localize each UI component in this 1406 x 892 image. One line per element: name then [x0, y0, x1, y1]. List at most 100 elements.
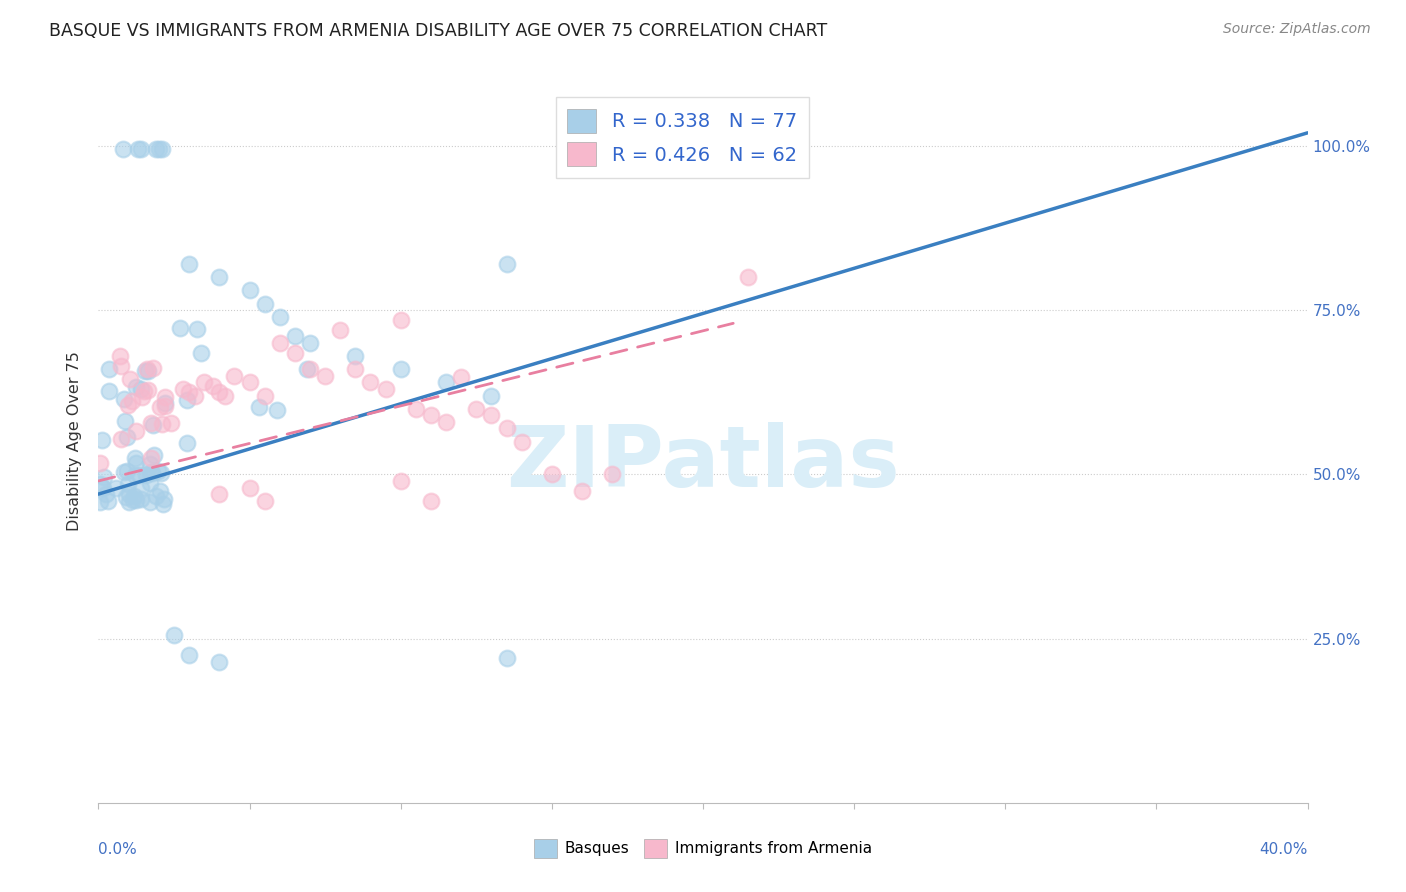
Point: [117, 430, 139, 444]
Point: [495, 651, 517, 665]
Point: [420, 409, 443, 423]
Point: [120, 372, 142, 386]
Point: [125, 493, 148, 508]
Point: [136, 364, 159, 378]
Point: [239, 284, 262, 298]
Point: [145, 142, 167, 156]
Point: [131, 390, 153, 404]
Point: [141, 466, 163, 480]
Point: [127, 142, 149, 156]
Point: [136, 383, 159, 397]
Point: [129, 142, 152, 156]
Point: [495, 257, 517, 271]
Point: [141, 451, 163, 466]
Point: [266, 403, 288, 417]
Point: [344, 362, 367, 376]
Point: [190, 346, 212, 360]
Y-axis label: Disability Age Over 75: Disability Age Over 75: [67, 351, 83, 532]
Point: [299, 362, 322, 376]
Point: [114, 414, 136, 428]
Point: [193, 376, 215, 390]
Point: [481, 388, 503, 402]
Point: [360, 376, 382, 390]
Point: [125, 424, 148, 438]
Point: [253, 388, 276, 402]
Point: [179, 257, 201, 271]
Point: [602, 467, 624, 482]
Point: [214, 388, 236, 402]
Point: [269, 310, 291, 324]
Point: [208, 655, 231, 669]
Point: [208, 487, 231, 501]
Point: [110, 359, 132, 373]
Point: [142, 448, 165, 462]
Point: [153, 400, 176, 414]
Point: [420, 493, 443, 508]
Point: [129, 491, 152, 506]
Point: [125, 380, 148, 394]
Point: [149, 483, 172, 498]
Point: [134, 384, 156, 399]
Point: [159, 416, 181, 430]
Point: [571, 483, 593, 498]
Point: [98, 384, 121, 398]
Point: [117, 398, 139, 412]
Point: [150, 417, 173, 431]
Point: [128, 467, 150, 482]
Text: Source: ZipAtlas.com: Source: ZipAtlas.com: [1223, 22, 1371, 37]
Point: [152, 491, 174, 506]
Point: [150, 466, 173, 480]
Point: [122, 492, 145, 507]
Point: [239, 481, 262, 495]
Point: [389, 313, 412, 327]
Point: [389, 362, 412, 376]
Point: [253, 296, 276, 310]
Point: [129, 382, 152, 396]
Point: [97, 494, 120, 508]
Point: [89, 477, 111, 491]
Legend: Basques, Immigrants from Armenia: Basques, Immigrants from Armenia: [527, 833, 879, 863]
Point: [299, 336, 322, 351]
Point: [124, 467, 146, 482]
Point: [253, 493, 276, 508]
Point: [118, 495, 141, 509]
Point: [89, 495, 111, 509]
Point: [329, 323, 352, 337]
Point: [112, 465, 135, 479]
Point: [481, 409, 503, 423]
Point: [150, 142, 173, 156]
Point: [510, 434, 533, 449]
Point: [184, 388, 207, 402]
Point: [169, 320, 191, 334]
Point: [135, 468, 157, 483]
Point: [284, 329, 307, 343]
Point: [115, 490, 138, 504]
Point: [110, 349, 132, 363]
Point: [111, 142, 134, 156]
Point: [149, 400, 172, 414]
Text: 40.0%: 40.0%: [1260, 842, 1308, 856]
Point: [434, 415, 457, 429]
Point: [112, 392, 135, 406]
Point: [125, 456, 148, 470]
Point: [208, 385, 231, 400]
Point: [176, 392, 198, 407]
Point: [142, 418, 165, 433]
Point: [139, 457, 162, 471]
Point: [295, 362, 318, 376]
Point: [179, 648, 201, 662]
Point: [495, 421, 517, 435]
Text: ZIPatlas: ZIPatlas: [506, 422, 900, 505]
Point: [118, 487, 141, 501]
Point: [142, 361, 165, 376]
Point: [110, 432, 132, 446]
Point: [344, 349, 367, 363]
Point: [96, 487, 118, 501]
Point: [121, 394, 143, 409]
Point: [124, 450, 146, 465]
Point: [465, 401, 488, 416]
Point: [98, 361, 121, 376]
Point: [186, 321, 208, 335]
Point: [389, 474, 412, 488]
Point: [247, 400, 270, 414]
